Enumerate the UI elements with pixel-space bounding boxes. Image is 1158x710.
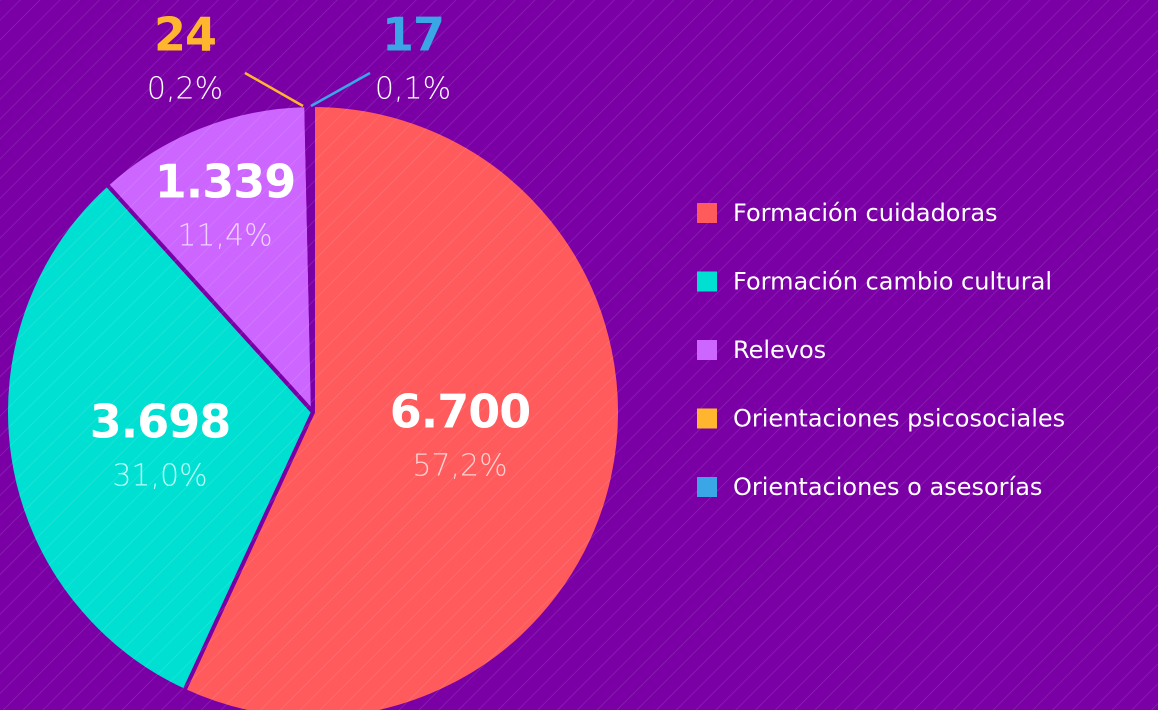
leader-line <box>310 71 371 108</box>
value-label: 24 <box>154 8 216 62</box>
value-label: 6.700 <box>390 385 531 439</box>
legend-swatch <box>697 477 717 497</box>
percent-label: 11,4% <box>177 219 272 254</box>
pie-slice <box>308 103 315 414</box>
value-label: 3.698 <box>90 395 231 449</box>
percent-label: 0,2% <box>147 72 223 107</box>
legend-swatch <box>697 271 717 292</box>
legend-swatch <box>697 340 717 360</box>
legend: Formación cuidadoras Formación cambio cul… <box>697 199 1065 501</box>
value-label: 1.339 <box>155 155 296 209</box>
leader-line <box>244 71 304 108</box>
percent-label: 31,0% <box>112 459 207 494</box>
legend-swatch <box>697 203 717 223</box>
legend-label: Formación cambio cultural <box>733 268 1052 296</box>
value-label: 17 <box>382 8 444 62</box>
legend-label: Formación cuidadoras <box>733 199 998 227</box>
legend-swatch <box>697 408 717 429</box>
legend-label: Relevos <box>733 336 826 364</box>
percent-label: 57,2% <box>412 449 507 484</box>
percent-label: 0,1% <box>375 72 451 107</box>
legend-label: Orientaciones psicosociales <box>733 405 1065 433</box>
labels: 6.700 57,2% 3.698 31,0% 1.339 11,4% 24 0,2% 17 0,… <box>90 8 532 494</box>
legend-label: Orientaciones o asesorías <box>733 473 1042 501</box>
